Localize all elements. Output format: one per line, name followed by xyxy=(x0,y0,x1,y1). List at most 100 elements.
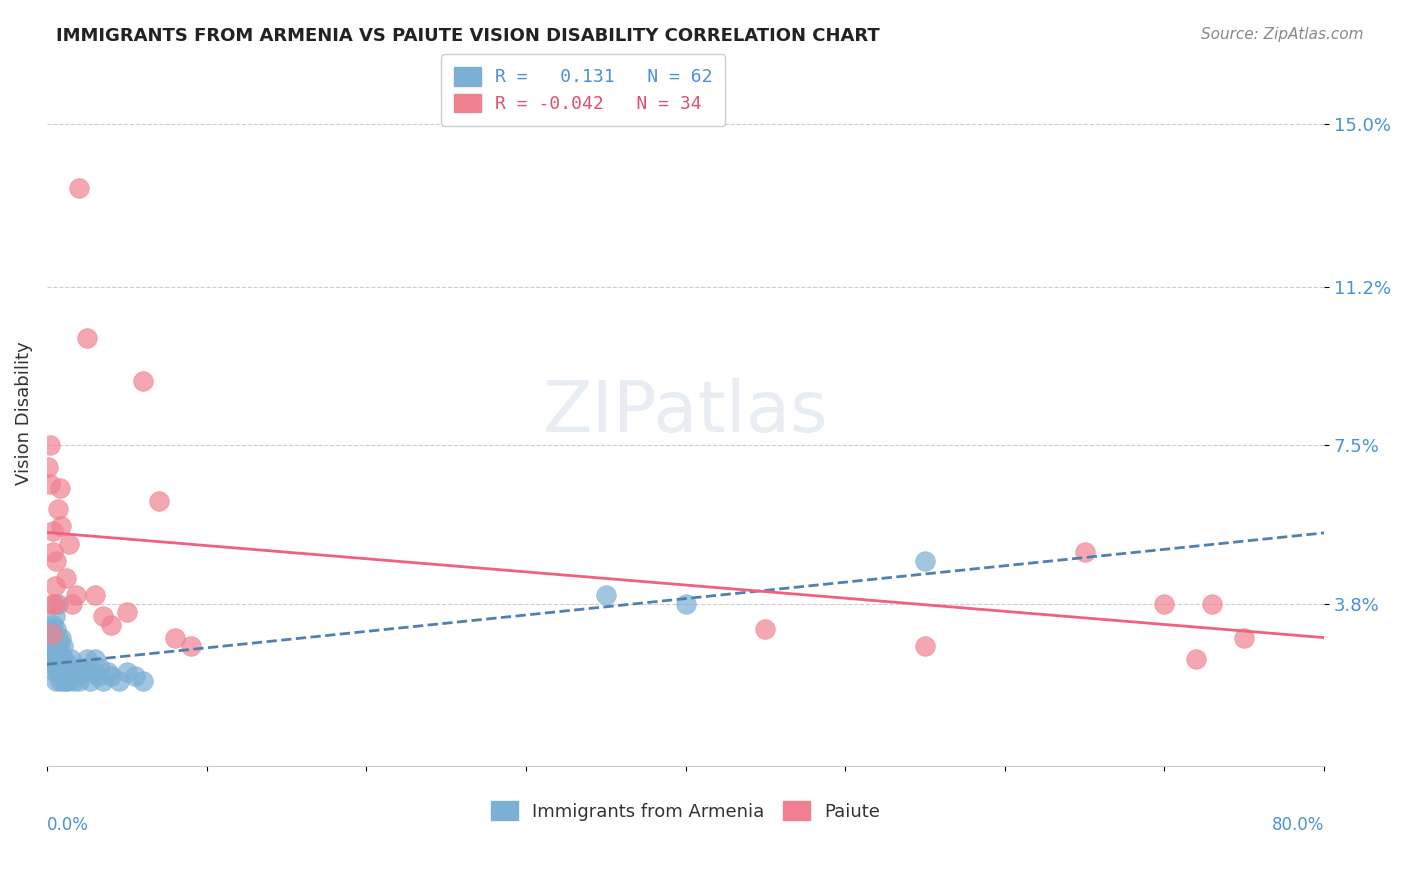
Point xyxy=(45,622,67,636)
Point xyxy=(42,652,65,666)
Point xyxy=(163,631,186,645)
Text: IMMIGRANTS FROM ARMENIA VS PAIUTE VISION DISABILITY CORRELATION CHART: IMMIGRANTS FROM ARMENIA VS PAIUTE VISION… xyxy=(56,27,880,45)
Point xyxy=(83,588,105,602)
Point xyxy=(44,648,66,662)
Point xyxy=(41,631,63,645)
Point xyxy=(595,588,617,602)
Point xyxy=(65,665,87,679)
Point xyxy=(56,657,79,671)
Point xyxy=(45,673,67,688)
Point xyxy=(52,673,75,688)
Point xyxy=(58,536,80,550)
Point xyxy=(83,652,105,666)
Text: ZIPatlas: ZIPatlas xyxy=(543,378,828,448)
Point xyxy=(80,665,103,679)
Point xyxy=(91,673,114,688)
Legend: Immigrants from Armenia, Paiute: Immigrants from Armenia, Paiute xyxy=(484,794,887,828)
Point xyxy=(100,669,122,683)
Point xyxy=(51,631,73,645)
Point xyxy=(42,643,65,657)
Point xyxy=(754,622,776,636)
Point xyxy=(45,643,67,657)
Point xyxy=(41,626,63,640)
Point xyxy=(52,661,75,675)
Point xyxy=(1233,631,1256,645)
Point xyxy=(1201,597,1223,611)
Point xyxy=(65,588,87,602)
Point xyxy=(96,665,118,679)
Text: 80.0%: 80.0% xyxy=(1272,816,1324,834)
Point xyxy=(1073,545,1095,559)
Point xyxy=(46,631,69,645)
Point xyxy=(56,673,79,688)
Point xyxy=(53,669,76,683)
Point xyxy=(1153,597,1175,611)
Point xyxy=(79,673,101,688)
Point xyxy=(148,493,170,508)
Point xyxy=(91,609,114,624)
Point xyxy=(45,661,67,675)
Point xyxy=(63,673,86,688)
Point xyxy=(51,519,73,533)
Point xyxy=(45,554,67,568)
Point xyxy=(44,640,66,654)
Point xyxy=(44,657,66,671)
Point xyxy=(87,669,110,683)
Point xyxy=(46,597,69,611)
Point xyxy=(67,181,90,195)
Point xyxy=(42,545,65,559)
Point xyxy=(46,665,69,679)
Point xyxy=(46,652,69,666)
Point xyxy=(131,374,153,388)
Point xyxy=(59,652,82,666)
Point xyxy=(100,618,122,632)
Point xyxy=(66,669,89,683)
Point xyxy=(72,665,94,679)
Point xyxy=(131,673,153,688)
Point xyxy=(44,665,66,679)
Point xyxy=(41,622,63,636)
Point xyxy=(76,652,98,666)
Point xyxy=(115,605,138,619)
Point xyxy=(42,524,65,538)
Point xyxy=(55,657,77,671)
Point xyxy=(48,481,70,495)
Point xyxy=(48,673,70,688)
Point xyxy=(76,331,98,345)
Point xyxy=(51,665,73,679)
Point xyxy=(48,640,70,654)
Point xyxy=(41,597,63,611)
Point xyxy=(39,438,62,452)
Point xyxy=(62,597,84,611)
Point xyxy=(914,554,936,568)
Point xyxy=(44,609,66,624)
Point xyxy=(55,571,77,585)
Point xyxy=(37,459,59,474)
Text: 0.0%: 0.0% xyxy=(46,816,89,834)
Point xyxy=(44,579,66,593)
Point xyxy=(67,673,90,688)
Point xyxy=(1185,652,1208,666)
Point xyxy=(124,669,146,683)
Point xyxy=(48,657,70,671)
Point xyxy=(914,640,936,654)
Point xyxy=(41,640,63,654)
Point xyxy=(70,661,93,675)
Point xyxy=(180,640,202,654)
Point xyxy=(44,597,66,611)
Point xyxy=(42,618,65,632)
Point xyxy=(107,673,129,688)
Point xyxy=(59,669,82,683)
Point xyxy=(39,476,62,491)
Point xyxy=(55,673,77,688)
Point xyxy=(89,661,111,675)
Text: Source: ZipAtlas.com: Source: ZipAtlas.com xyxy=(1201,27,1364,42)
Point xyxy=(51,648,73,662)
Point xyxy=(58,665,80,679)
Point xyxy=(42,631,65,645)
Point xyxy=(53,652,76,666)
Point xyxy=(675,597,697,611)
Point xyxy=(115,665,138,679)
Point xyxy=(46,502,69,516)
Point xyxy=(39,652,62,666)
